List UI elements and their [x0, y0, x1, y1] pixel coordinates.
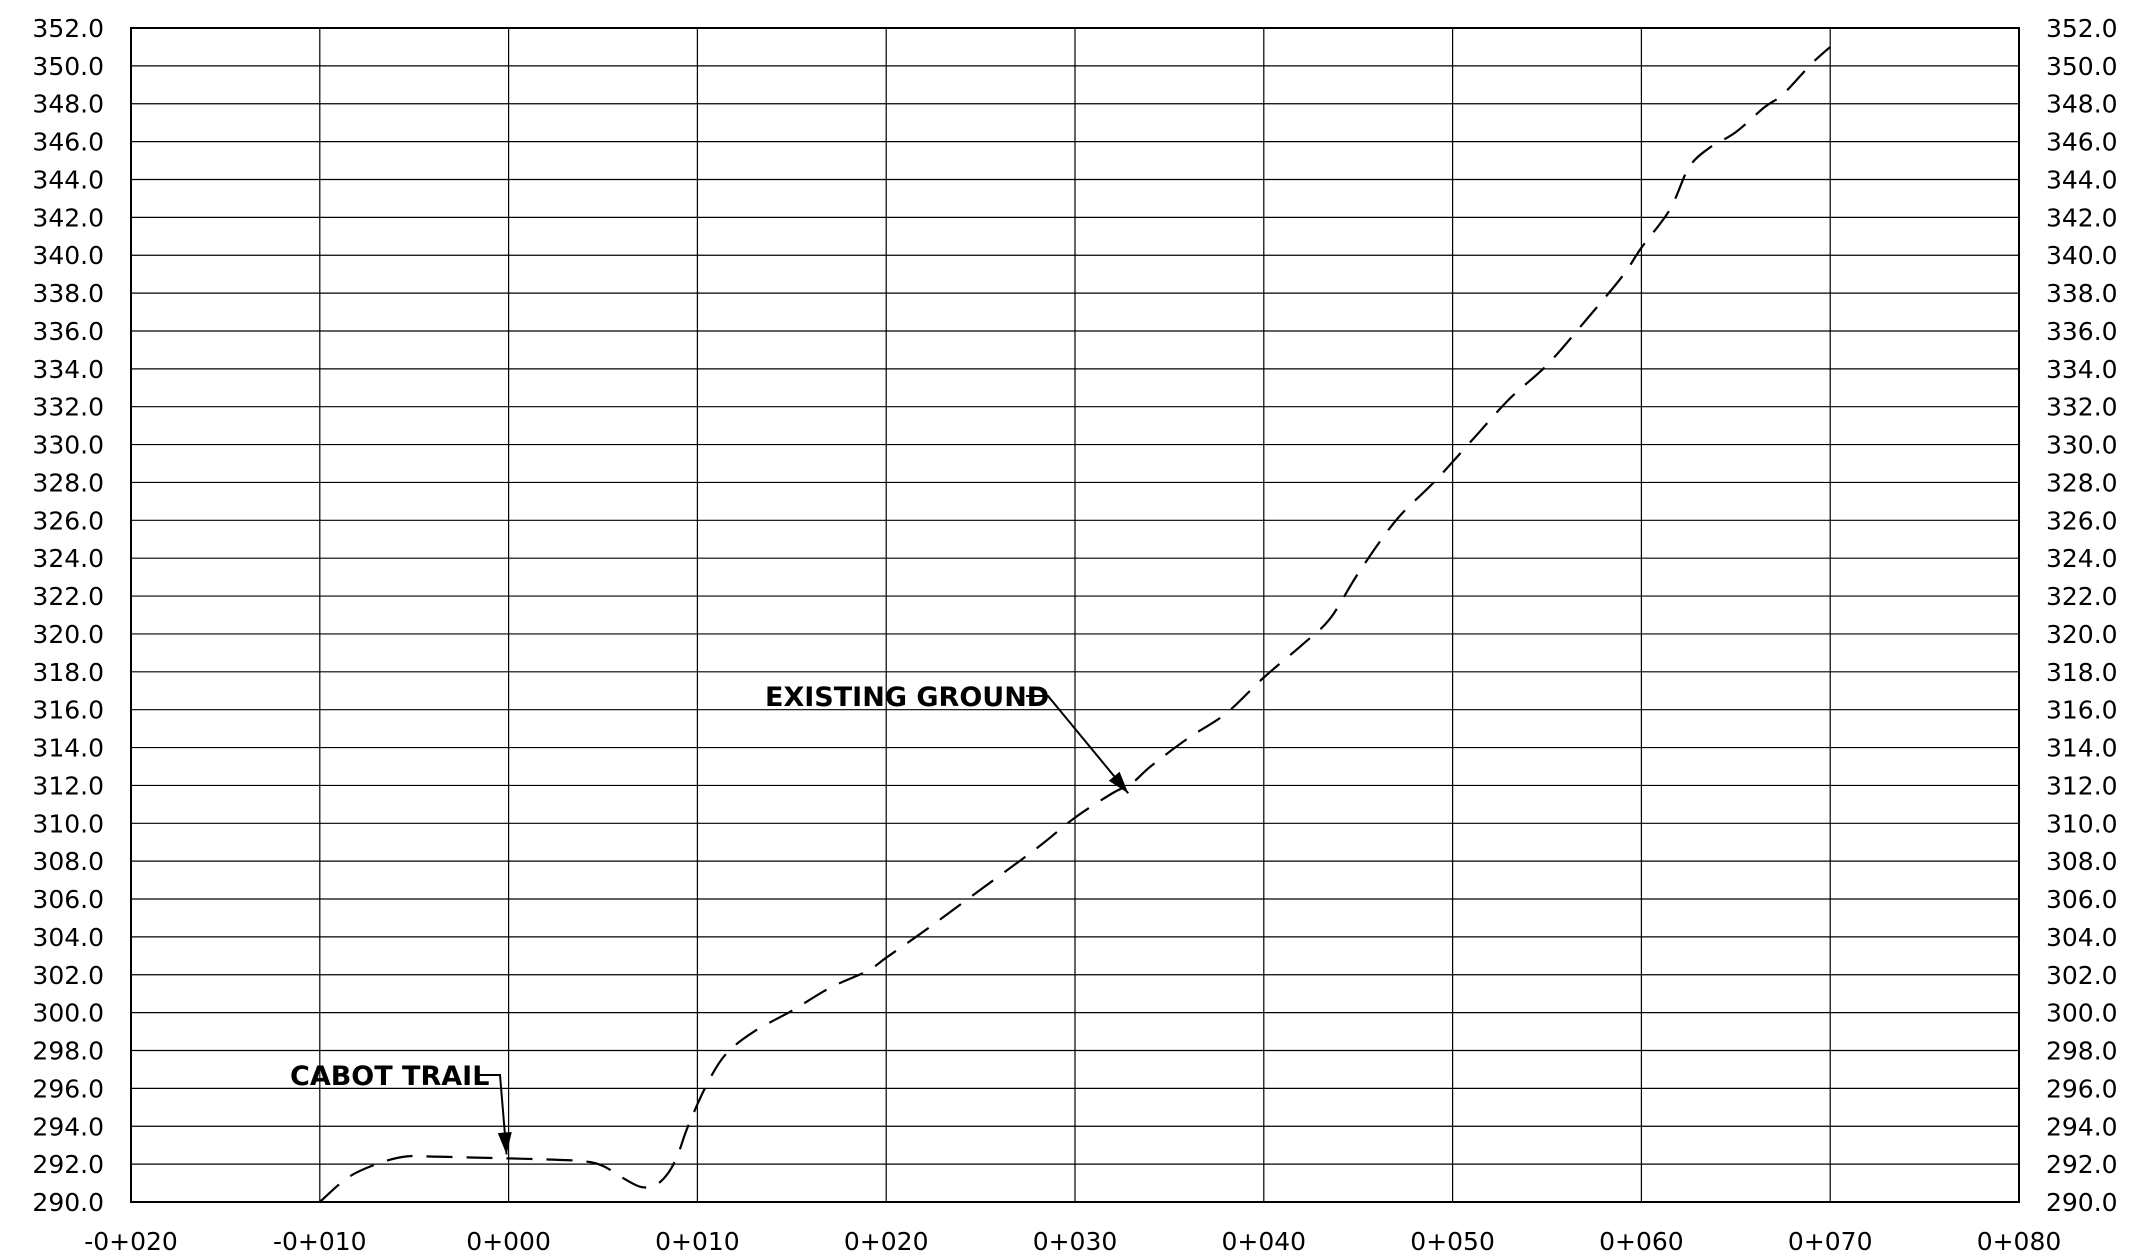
y-tick-label-left: 338.0 [32, 279, 104, 308]
y-tick-label-right: 316.0 [2046, 696, 2118, 725]
y-axis-right: 290.0 292.0 294.0 296.0 298.0 300.0 302.0 304.0… [2046, 14, 2118, 1217]
y-tick-label-right: 302.0 [2046, 961, 2118, 990]
x-tick-label: 0+000 [466, 1227, 551, 1256]
y-tick-label-left: 340.0 [32, 241, 104, 270]
grid-lines [130, 27, 2020, 1203]
y-tick-label-left: 318.0 [32, 658, 104, 687]
existing-ground-line [319, 46, 1831, 1203]
x-tick-label: 0+020 [844, 1227, 929, 1256]
y-tick-label-right: 298.0 [2046, 1037, 2118, 1066]
y-tick-label-right: 314.0 [2046, 734, 2118, 763]
y-axis-left: 290.0 292.0 294.0 296.0 298.0 300.0 302.0 304.0… [32, 14, 104, 1217]
y-tick-label-right: 290.0 [2046, 1188, 2118, 1217]
y-tick-label-left: 304.0 [32, 923, 104, 952]
x-tick-label: -0+010 [273, 1227, 367, 1256]
y-tick-label-left: 290.0 [32, 1188, 104, 1217]
y-tick-label-left: 300.0 [32, 999, 104, 1028]
y-tick-label-right: 306.0 [2046, 885, 2118, 914]
y-tick-label-right: 328.0 [2046, 468, 2118, 497]
y-tick-label-right: 304.0 [2046, 923, 2118, 952]
y-tick-label-left: 352.0 [32, 14, 104, 43]
y-tick-label-left: 322.0 [32, 582, 104, 611]
y-tick-label-left: 316.0 [32, 696, 104, 725]
y-tick-label-left: 344.0 [32, 165, 104, 194]
y-tick-label-right: 352.0 [2046, 14, 2118, 43]
y-tick-label-right: 346.0 [2046, 128, 2118, 157]
y-tick-label-right: 332.0 [2046, 393, 2118, 422]
y-tick-label-left: 320.0 [32, 620, 104, 649]
y-tick-label-left: 328.0 [32, 468, 104, 497]
y-tick-label-right: 308.0 [2046, 847, 2118, 876]
y-tick-label-right: 342.0 [2046, 203, 2118, 232]
y-tick-label-right: 330.0 [2046, 431, 2118, 460]
y-tick-label-left: 302.0 [32, 961, 104, 990]
y-tick-label-left: 308.0 [32, 847, 104, 876]
y-tick-label-left: 334.0 [32, 355, 104, 384]
y-tick-label-right: 344.0 [2046, 165, 2118, 194]
existing-ground-arrowhead [1108, 771, 1129, 794]
y-tick-label-left: 332.0 [32, 393, 104, 422]
y-tick-label-right: 324.0 [2046, 544, 2118, 573]
y-tick-label-left: 306.0 [32, 885, 104, 914]
cabot-trail-leader [478, 1074, 508, 1155]
y-tick-label-left: 346.0 [32, 128, 104, 157]
x-tick-label: 0+070 [1788, 1227, 1873, 1256]
y-tick-label-right: 310.0 [2046, 809, 2118, 838]
cabot-trail-label: CABOT TRAIL [290, 1061, 489, 1092]
y-tick-label-left: 326.0 [32, 506, 104, 535]
y-tick-label-left: 342.0 [32, 203, 104, 232]
x-tick-label: 0+060 [1599, 1227, 1684, 1256]
y-tick-label-right: 348.0 [2046, 90, 2118, 119]
y-tick-label-left: 294.0 [32, 1112, 104, 1141]
y-tick-label-left: 348.0 [32, 90, 104, 119]
y-tick-label-right: 294.0 [2046, 1112, 2118, 1141]
y-tick-label-right: 322.0 [2046, 582, 2118, 611]
y-tick-label-left: 330.0 [32, 431, 104, 460]
y-tick-label-left: 324.0 [32, 544, 104, 573]
x-axis: -0+020 -0+010 0+000 0+010 0+020 0+030 0+040 0+0… [84, 1227, 2061, 1256]
x-tick-label: -0+020 [84, 1227, 178, 1256]
existing-ground-leader [1026, 695, 1129, 794]
y-tick-label-right: 296.0 [2046, 1074, 2118, 1103]
y-tick-label-right: 340.0 [2046, 241, 2118, 270]
y-tick-label-right: 320.0 [2046, 620, 2118, 649]
y-tick-label-right: 318.0 [2046, 658, 2118, 687]
annotations: CABOT TRAIL EXISTING GROUND [290, 682, 1129, 1155]
existing-ground-label: EXISTING GROUND [765, 682, 1049, 713]
y-tick-label-right: 300.0 [2046, 999, 2118, 1028]
plot-frame [130, 27, 2020, 1203]
cabot-trail-arrowhead [497, 1131, 512, 1155]
y-tick-label-left: 298.0 [32, 1037, 104, 1066]
y-tick-label-left: 312.0 [32, 771, 104, 800]
x-tick-label: 0+030 [1033, 1227, 1118, 1256]
y-tick-label-left: 314.0 [32, 734, 104, 763]
y-tick-label-left: 350.0 [32, 52, 104, 81]
y-tick-label-left: 336.0 [32, 317, 104, 346]
y-tick-label-right: 312.0 [2046, 771, 2118, 800]
y-tick-label-right: 326.0 [2046, 506, 2118, 535]
x-tick-label: 0+010 [655, 1227, 740, 1256]
y-tick-label-right: 292.0 [2046, 1150, 2118, 1179]
x-tick-label: 0+080 [1977, 1227, 2062, 1256]
y-tick-label-right: 350.0 [2046, 52, 2118, 81]
x-tick-label: 0+040 [1222, 1227, 1307, 1256]
y-tick-label-right: 338.0 [2046, 279, 2118, 308]
y-tick-label-right: 334.0 [2046, 355, 2118, 384]
y-tick-label-left: 296.0 [32, 1074, 104, 1103]
y-tick-label-left: 292.0 [32, 1150, 104, 1179]
y-tick-label-left: 310.0 [32, 809, 104, 838]
x-tick-label: 0+050 [1410, 1227, 1495, 1256]
y-tick-label-right: 336.0 [2046, 317, 2118, 346]
